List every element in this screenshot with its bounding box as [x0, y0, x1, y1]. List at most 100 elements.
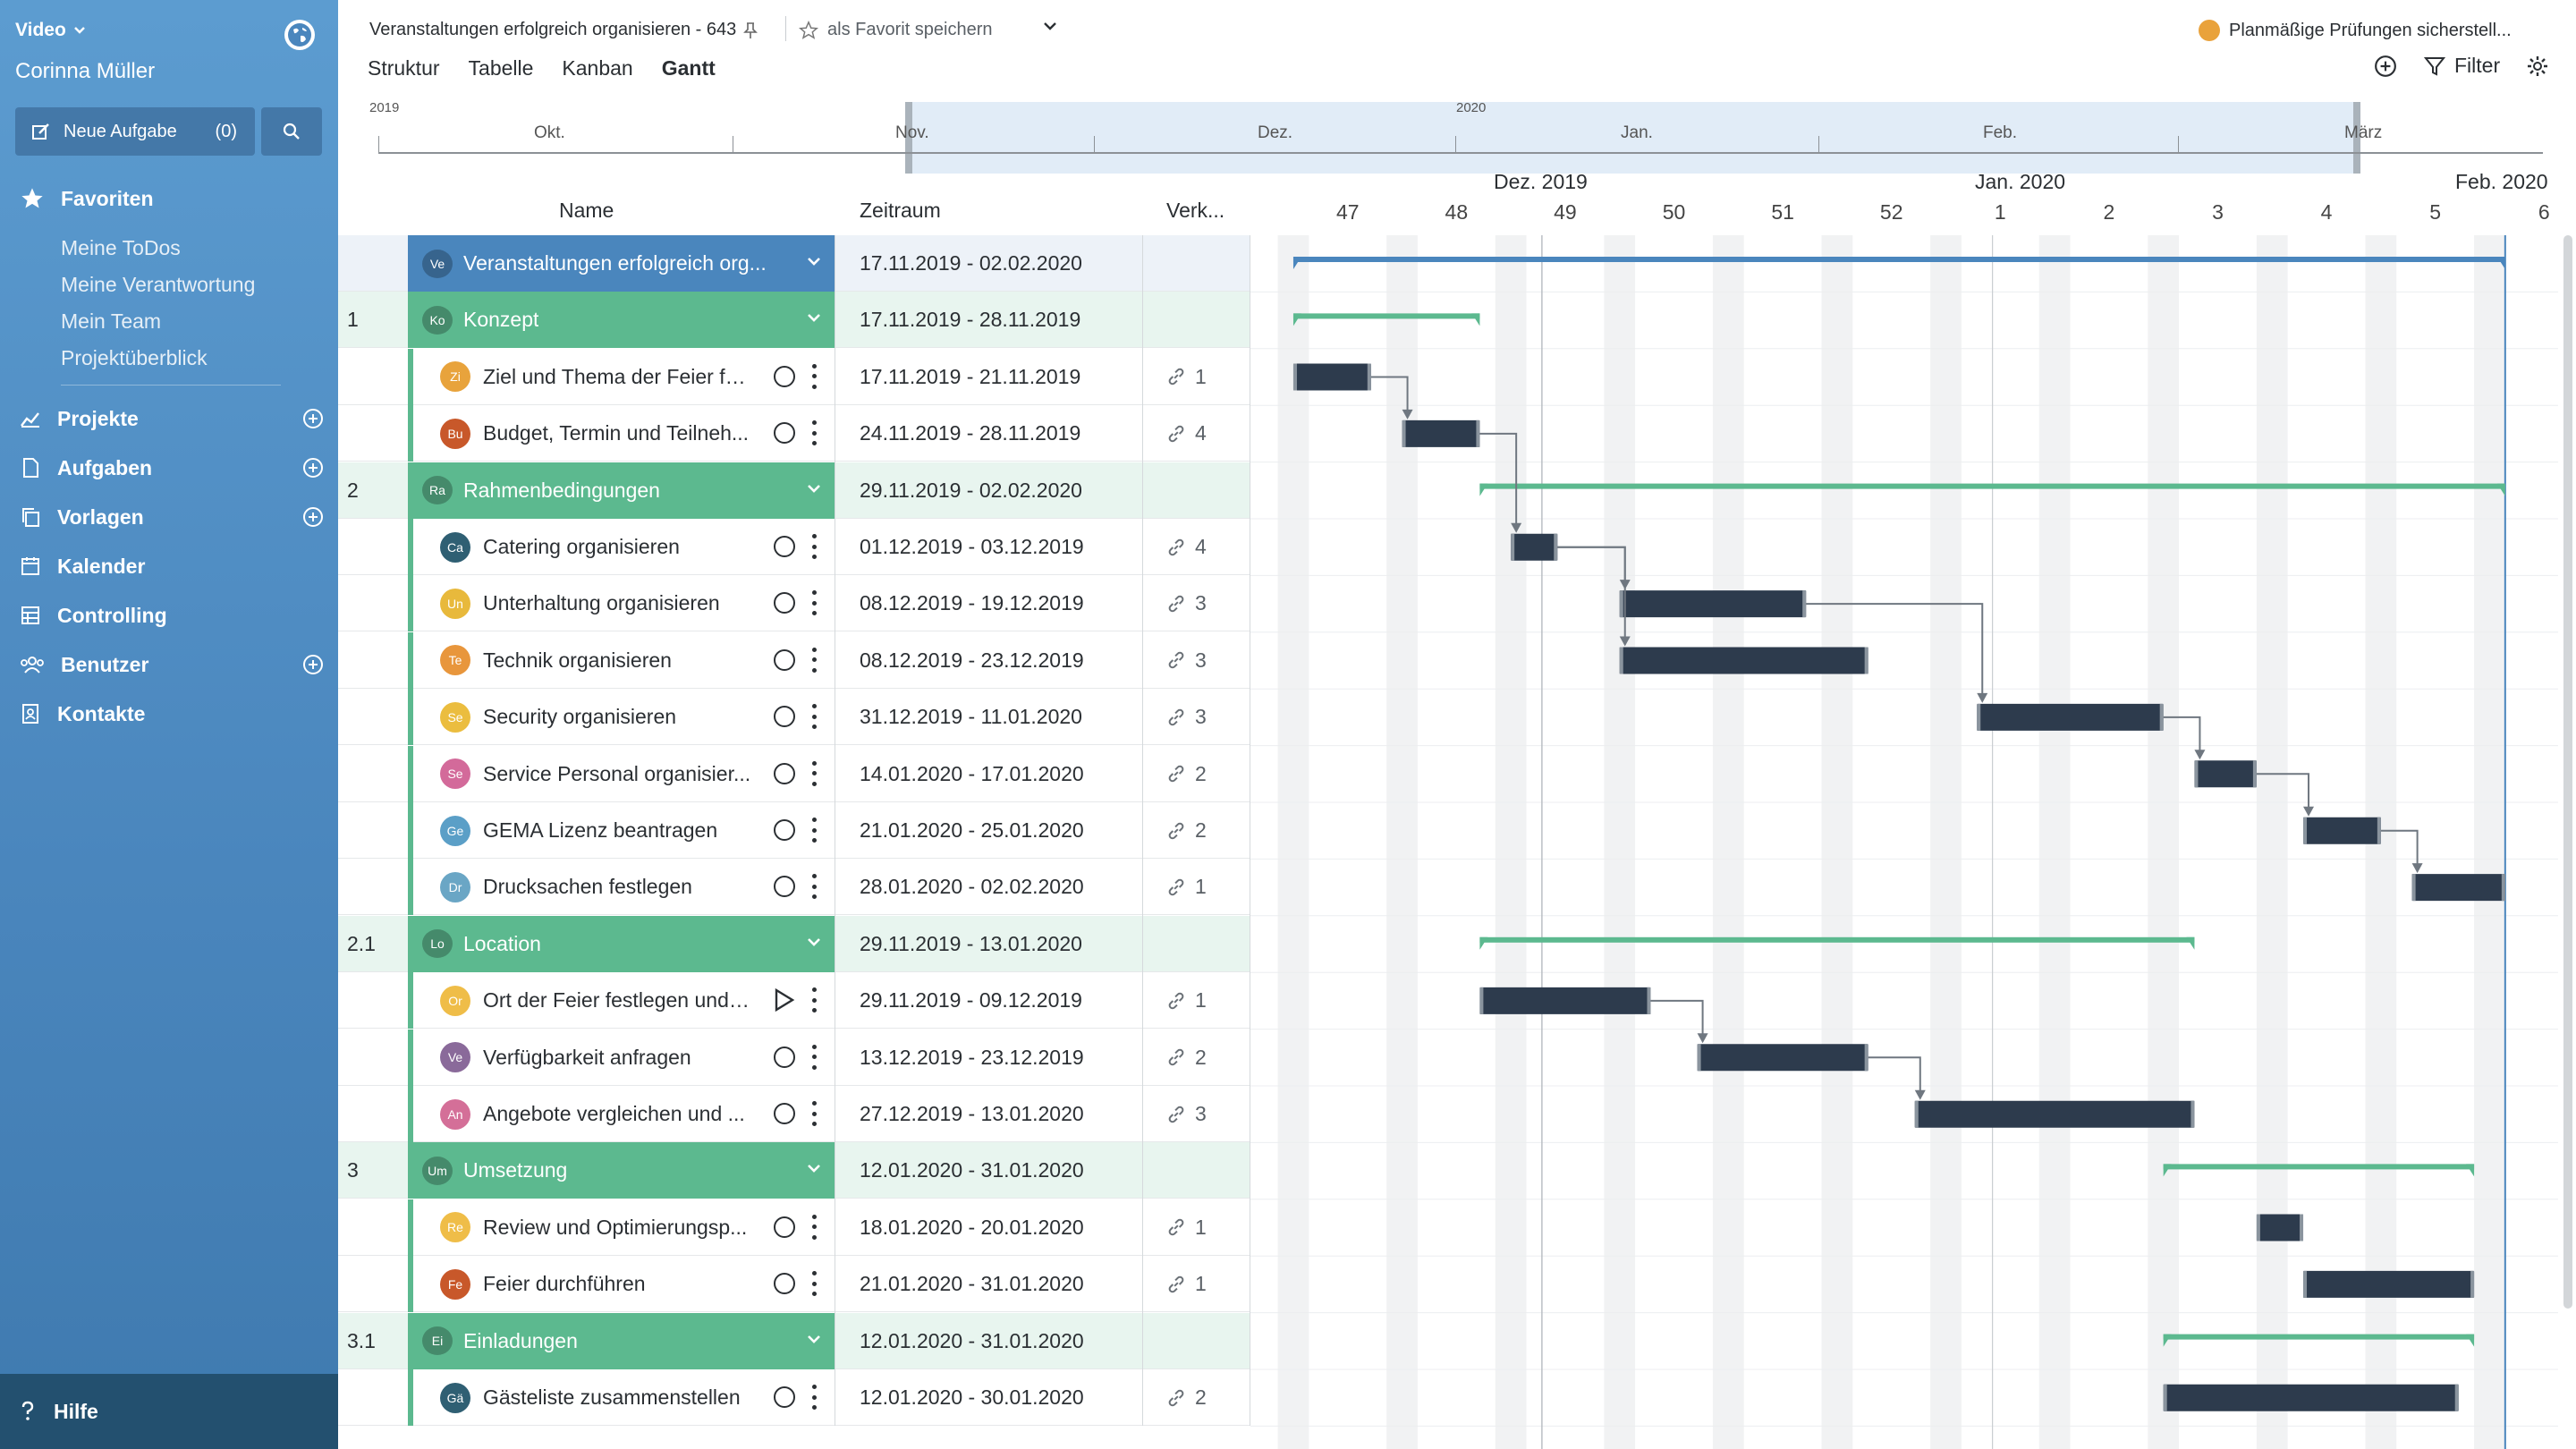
gear-icon[interactable] — [2527, 55, 2548, 77]
status-circle-icon[interactable] — [774, 536, 795, 557]
status-indicator[interactable]: Planmäßige Prüfungen sicherstell... — [2199, 20, 2512, 41]
links-cell[interactable]: 1 — [1166, 988, 1207, 1013]
links-cell[interactable]: 1 — [1166, 1216, 1207, 1240]
task-name[interactable]: Konzept — [463, 308, 539, 332]
sidebar-item-my-team[interactable]: Mein Team — [61, 309, 162, 333]
add-circle-icon[interactable] — [302, 506, 324, 528]
name-cell[interactable]: Fe Feier durchführen — [408, 1256, 835, 1313]
task-name[interactable]: Angebote vergleichen und ... — [483, 1102, 745, 1125]
task-name[interactable]: Unterhaltung organisieren — [483, 591, 720, 615]
task-row[interactable]: Ca Catering organisieren 01.12.2019 - 03.1… — [338, 519, 1250, 575]
help-button[interactable]: Hilfe — [0, 1374, 338, 1449]
links-cell[interactable]: 3 — [1166, 1102, 1207, 1126]
project-row[interactable]: Ve Veranstaltungen erfolgreich org... 17.1… — [338, 235, 1250, 292]
sidebar-item-project-overview[interactable]: Projektüberblick — [61, 346, 208, 369]
links-cell[interactable]: 4 — [1166, 421, 1207, 445]
sidebar-item-my-todos[interactable]: Meine ToDos — [61, 236, 181, 259]
more-menu-icon[interactable] — [811, 647, 817, 673]
chevron-down-icon[interactable] — [807, 1333, 821, 1345]
task-row[interactable]: Or Ort der Feier festlegen und ... 29.11.2… — [338, 972, 1250, 1030]
search-button[interactable] — [261, 107, 322, 156]
task-name[interactable]: Veranstaltungen erfolgreich org... — [463, 251, 767, 275]
task-row[interactable]: Gä Gästeliste zusammenstellen 12.01.2020 -… — [338, 1369, 1250, 1426]
chevron-down-icon[interactable] — [807, 255, 821, 267]
user-name[interactable]: Corinna Müller — [15, 59, 156, 83]
tab-kanban[interactable]: Kanban — [562, 56, 633, 80]
add-circle-icon[interactable] — [2374, 55, 2397, 78]
task-row[interactable]: Zi Ziel und Thema der Feier fe... 17.11.20… — [338, 348, 1250, 405]
more-menu-icon[interactable] — [811, 874, 817, 900]
add-circle-icon[interactable] — [302, 654, 324, 675]
task-row[interactable]: Re Review und Optimierungsp... 18.01.2020 … — [338, 1199, 1250, 1256]
task-name[interactable]: Ort der Feier festlegen und ... — [483, 988, 751, 1013]
sidebar-item-my-responsibility[interactable]: Meine Verantwortung — [61, 273, 256, 296]
task-name[interactable]: Security organisieren — [483, 705, 677, 729]
chevron-down-icon[interactable] — [1043, 20, 1057, 32]
status-circle-icon[interactable] — [774, 876, 795, 898]
chevron-down-icon[interactable] — [807, 936, 821, 948]
favorites-header[interactable]: Favoriten — [20, 186, 154, 211]
vertical-scrollbar[interactable] — [2563, 235, 2572, 1309]
links-cell[interactable]: 2 — [1166, 1046, 1207, 1070]
more-menu-icon[interactable] — [811, 1044, 817, 1070]
name-cell[interactable]: Ve Verfügbarkeit anfragen — [408, 1029, 835, 1086]
name-cell[interactable]: Ra Rahmenbedingungen — [408, 462, 835, 519]
group-row[interactable]: 3 Um Umsetzung 12.01.2020 - 31.01.2020 — [338, 1142, 1250, 1199]
pin-icon[interactable] — [743, 21, 758, 39]
name-cell[interactable]: Dr Drucksachen festlegen — [408, 859, 835, 916]
links-cell[interactable]: 1 — [1166, 365, 1207, 389]
status-circle-icon[interactable] — [774, 592, 795, 614]
add-circle-icon[interactable] — [302, 408, 324, 429]
task-name[interactable]: Ziel und Thema der Feier fe... — [483, 364, 751, 388]
filter-button[interactable]: Filter — [2424, 54, 2500, 78]
more-menu-icon[interactable] — [811, 760, 817, 786]
name-cell[interactable]: Ca Catering organisieren — [408, 519, 835, 575]
task-name[interactable]: Rahmenbedingungen — [463, 478, 660, 502]
task-name[interactable]: Review und Optimierungsp... — [483, 1215, 748, 1239]
add-circle-icon[interactable] — [302, 457, 324, 479]
name-cell[interactable]: Te Technik organisieren — [408, 631, 835, 689]
more-menu-icon[interactable] — [811, 1271, 817, 1297]
sidebar-item-kontakte[interactable]: Kontakte — [20, 696, 324, 732]
chevron-down-icon[interactable] — [807, 311, 821, 324]
task-row[interactable]: Bu Budget, Termin und Teilneh... 24.11.201… — [338, 405, 1250, 462]
chevron-down-icon[interactable] — [807, 1162, 821, 1174]
save-favorite-button[interactable]: als Favorit speichern — [799, 20, 993, 40]
links-cell[interactable]: 4 — [1166, 535, 1207, 559]
sidebar-item-controlling[interactable]: Controlling — [20, 597, 324, 633]
name-cell[interactable]: Um Umsetzung — [408, 1142, 835, 1199]
task-name[interactable]: GEMA Lizenz beantragen — [483, 818, 718, 842]
more-menu-icon[interactable] — [811, 1101, 817, 1126]
name-cell[interactable]: Se Security organisieren — [408, 689, 835, 746]
task-row[interactable]: Te Technik organisieren 08.12.2019 - 23.12… — [338, 631, 1250, 689]
timeline-selection-window[interactable] — [905, 102, 2360, 174]
column-header-links[interactable]: Verk... — [1166, 199, 1225, 222]
tab-gantt[interactable]: Gantt — [661, 56, 716, 80]
name-cell[interactable]: Un Unterhaltung organisieren — [408, 575, 835, 632]
status-circle-icon[interactable] — [774, 648, 795, 671]
group-row[interactable]: 2.1 Lo Location 29.11.2019 - 13.01.2020 — [338, 915, 1250, 972]
sidebar-item-kalender[interactable]: Kalender — [20, 548, 324, 584]
more-menu-icon[interactable] — [811, 704, 817, 730]
task-name[interactable]: Catering organisieren — [483, 535, 680, 558]
group-row[interactable]: 2 Ra Rahmenbedingungen 29.11.2019 - 02.02.2… — [338, 462, 1250, 519]
column-header-name[interactable]: Name — [559, 199, 614, 222]
task-name[interactable]: Technik organisieren — [483, 648, 672, 672]
status-circle-icon[interactable] — [774, 1273, 795, 1295]
more-menu-icon[interactable] — [811, 590, 817, 616]
task-name[interactable]: Drucksachen festlegen — [483, 875, 692, 899]
globe-icon[interactable] — [284, 20, 315, 50]
name-cell[interactable]: Gä Gästeliste zusammenstellen — [408, 1369, 835, 1426]
more-menu-icon[interactable] — [811, 1385, 817, 1410]
name-cell[interactable]: Ve Veranstaltungen erfolgreich org... — [408, 235, 835, 292]
column-header-period[interactable]: Zeitraum — [860, 199, 941, 222]
name-cell[interactable]: Ko Konzept — [408, 292, 835, 349]
more-menu-icon[interactable] — [811, 1214, 817, 1240]
tab-tabelle[interactable]: Tabelle — [468, 56, 534, 80]
task-row[interactable]: Fe Feier durchführen 21.01.2020 - 31.01.20… — [338, 1256, 1250, 1313]
status-circle-icon[interactable] — [774, 706, 795, 728]
status-circle-icon[interactable] — [774, 422, 795, 445]
links-cell[interactable]: 3 — [1166, 705, 1207, 729]
chevron-down-icon[interactable] — [807, 482, 821, 495]
status-circle-icon[interactable] — [774, 819, 795, 841]
